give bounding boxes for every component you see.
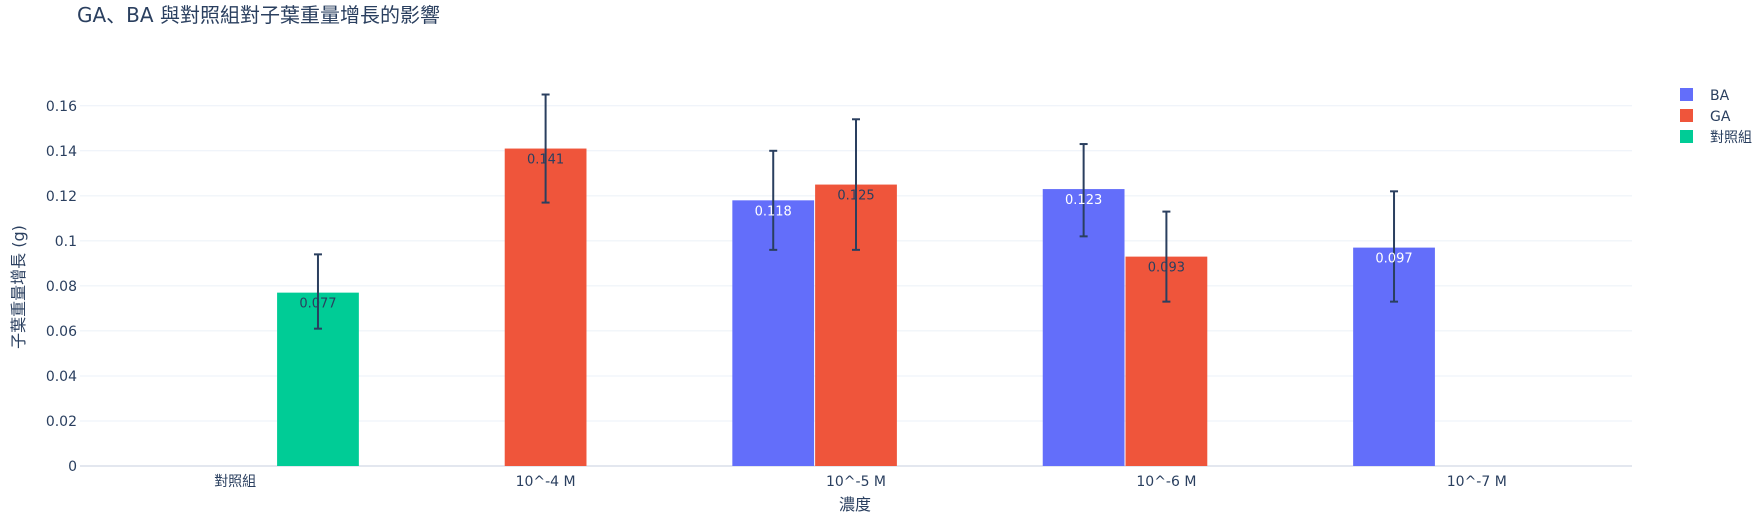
y-tick-label: 0.14 (46, 144, 77, 160)
bar-value-label: 0.077 (299, 297, 336, 312)
y-tick-label: 0.08 (46, 279, 77, 295)
chart-title: GA、BA 與對照組對子葉重量增長的影響 (77, 3, 440, 27)
bar-value-label: 0.097 (1375, 252, 1412, 267)
y-tick-label: 0.06 (46, 324, 77, 340)
y-tick-label: 0.16 (46, 99, 77, 115)
error-bars (313, 93, 1399, 330)
legend-label[interactable]: GA (1710, 109, 1731, 125)
y-tick-label: 0.02 (46, 414, 77, 430)
x-tick-label: 10^-7 M (1447, 474, 1507, 490)
bar-value-label: 0.123 (1065, 193, 1102, 208)
bar-value-label: 0.141 (527, 153, 564, 168)
x-axis-ticks: 對照組 10^-4 M 10^-5 M 10^-6 M 10^-7 M (214, 474, 1507, 490)
y-axis-ticks: 0 0.02 0.04 0.06 0.08 0.1 0.12 0.14 0.16 (46, 99, 77, 475)
legend-swatch[interactable] (1680, 109, 1693, 122)
bar-value-label: 0.118 (755, 204, 792, 219)
legend-label[interactable]: 對照組 (1710, 130, 1752, 146)
x-axis-title: 濃度 (839, 495, 871, 514)
bar-labels: 0.118 0.123 0.097 0.141 0.125 0.093 0.077 (299, 153, 1412, 312)
y-tick-label: 0.12 (46, 189, 77, 205)
bar-value-label: 0.125 (837, 189, 874, 204)
y-tick-label: 0.04 (46, 369, 77, 385)
x-tick-label: 對照組 (214, 474, 256, 490)
legend[interactable]: BA GA 對照組 (1680, 88, 1752, 146)
legend-label[interactable]: BA (1710, 88, 1730, 104)
y-tick-label: 0.1 (55, 234, 77, 250)
y-axis-title: 子葉重量增長 (g) (9, 225, 28, 349)
y-tick-label: 0 (68, 459, 77, 475)
x-tick-label: 10^-5 M (826, 474, 886, 490)
x-tick-label: 10^-6 M (1136, 474, 1196, 490)
bar-value-label: 0.093 (1148, 261, 1185, 276)
x-tick-label: 10^-4 M (516, 474, 576, 490)
legend-swatch[interactable] (1680, 88, 1693, 101)
legend-swatch[interactable] (1680, 130, 1693, 143)
